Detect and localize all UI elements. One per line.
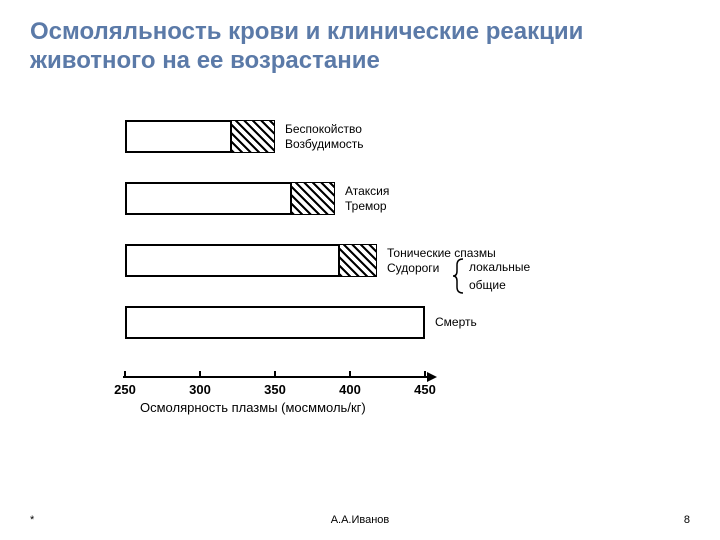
x-axis-tick bbox=[349, 371, 351, 378]
chart-bar bbox=[125, 120, 275, 153]
chart-bar-label: Беспокойство bbox=[285, 123, 362, 137]
x-axis-tick-label: 300 bbox=[180, 382, 220, 397]
chart-bar bbox=[125, 182, 335, 215]
x-axis-tick bbox=[424, 371, 426, 378]
chart-bar-hatched bbox=[338, 245, 376, 276]
chart-bar-label: Тремор bbox=[345, 200, 387, 214]
chart-bar-label: Возбудимость bbox=[285, 138, 364, 152]
x-axis-tick bbox=[274, 371, 276, 378]
chart-bar-label: Атаксия bbox=[345, 185, 389, 199]
chart-bar-sublabel: общие bbox=[469, 278, 506, 292]
x-axis-tick-label: 450 bbox=[405, 382, 445, 397]
footer-page: 8 bbox=[684, 514, 690, 526]
chart-bar bbox=[125, 244, 377, 277]
page-title: Осмоляльность крови и клинические реакци… bbox=[30, 18, 690, 76]
bracket-icon bbox=[453, 258, 467, 294]
footer-author: А.А.Иванов bbox=[0, 514, 720, 526]
x-axis-title: Осмолярность плазмы (мосммоль/кг) bbox=[140, 400, 366, 415]
x-axis bbox=[123, 376, 429, 378]
x-axis-tick-label: 350 bbox=[255, 382, 295, 397]
chart-bar-sublabel: локальные bbox=[469, 260, 530, 274]
axis-arrow-icon bbox=[427, 371, 439, 383]
x-axis-tick bbox=[199, 371, 201, 378]
x-axis-tick-label: 400 bbox=[330, 382, 370, 397]
osmolarity-chart: БеспокойствоВозбудимостьАтаксияТреморТон… bbox=[125, 120, 645, 460]
chart-bar bbox=[125, 306, 425, 339]
x-axis-tick bbox=[124, 371, 126, 378]
chart-bar-hatched bbox=[230, 121, 274, 152]
chart-bar-label: Судороги bbox=[387, 262, 439, 276]
chart-bar-hatched bbox=[290, 183, 334, 214]
x-axis-tick-label: 250 bbox=[105, 382, 145, 397]
chart-bar-label: Смерть bbox=[435, 316, 477, 330]
